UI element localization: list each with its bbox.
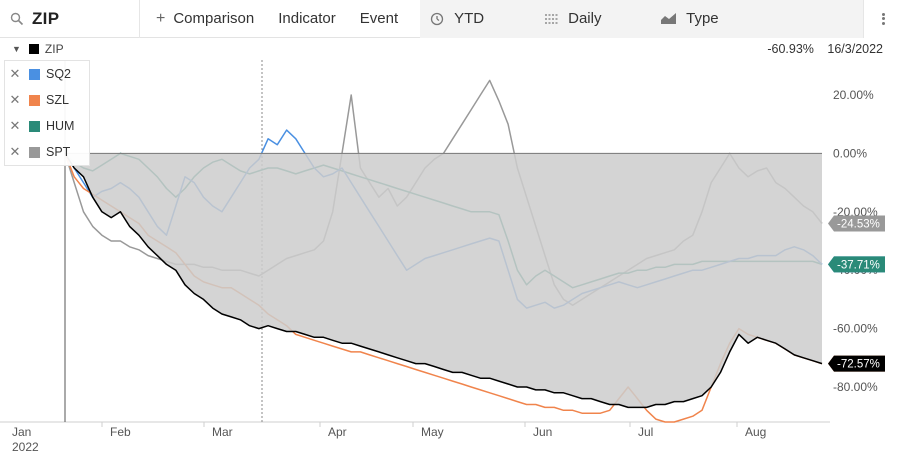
remove-spt-icon[interactable]: ✕ xyxy=(9,144,21,159)
legend-label: SZL xyxy=(46,93,69,107)
main-series-info: ▼ ZIP -60.93% 16/3/2022 xyxy=(0,38,903,60)
interval-label: Daily xyxy=(568,10,602,27)
crosshair-readout: -60.93% 16/3/2022 xyxy=(757,42,883,56)
value-tag-text: -37.71% xyxy=(837,259,880,271)
x-tick-label: Jan xyxy=(12,425,31,439)
area-chart-icon xyxy=(661,13,677,24)
series-line-zip[interactable] xyxy=(64,153,823,409)
x-tick-label: Apr xyxy=(328,425,347,439)
event-label: Event xyxy=(359,10,399,27)
value-tag-bg xyxy=(828,355,885,372)
value-tag-hum: -37.71% xyxy=(828,256,885,273)
range-button[interactable]: YTD xyxy=(420,0,532,38)
interval-icon xyxy=(545,13,559,24)
more-options-button[interactable] xyxy=(863,0,903,38)
legend-swatch xyxy=(29,94,40,106)
chart-toolbar: ZIP + Comparison Indicator Event YTD Dai… xyxy=(0,0,903,38)
main-series-swatch xyxy=(28,44,39,54)
legend-swatch xyxy=(29,68,40,80)
legend-label: SQ2 xyxy=(46,67,72,81)
clock-icon xyxy=(430,12,444,25)
collapse-caret-icon[interactable]: ▼ xyxy=(12,44,21,54)
legend-swatch xyxy=(29,120,40,132)
x-tick-year-label: 2022 xyxy=(12,440,39,454)
x-tick-label: Aug xyxy=(745,425,766,439)
legend-swatch xyxy=(29,146,40,158)
x-tick-label: May xyxy=(421,425,444,439)
remove-hum-icon[interactable]: ✕ xyxy=(9,118,21,133)
remove-sq2-icon[interactable]: ✕ xyxy=(9,66,21,81)
value-tag-spt: -24.53% xyxy=(828,215,885,232)
value-tag-text: -24.53% xyxy=(837,218,880,230)
y-tick-label: -60.00% xyxy=(833,322,878,336)
x-tick-label: Jul xyxy=(638,425,653,439)
value-tag-bg xyxy=(828,256,885,273)
search-icon xyxy=(10,12,24,25)
chart-canvas[interactable]: 20.00%0.00%-20.00%-40.00%-60.00%-80.00%-… xyxy=(0,60,903,461)
chart-type-button[interactable]: Type xyxy=(648,0,731,38)
kebab-icon xyxy=(882,11,885,26)
readout-date: 16/3/2022 xyxy=(827,42,883,56)
range-label: YTD xyxy=(454,10,485,27)
value-tag-text: -72.57% xyxy=(837,359,880,371)
symbol-input-value[interactable]: ZIP xyxy=(32,8,60,28)
legend-item-spt: ✕ SPT xyxy=(5,139,89,165)
event-button[interactable]: Event xyxy=(348,0,420,38)
legend-item-hum: ✕ HUM xyxy=(5,113,89,139)
y-tick-label: 20.00% xyxy=(833,88,874,102)
zip-area-fill xyxy=(65,153,822,408)
toolbar-options: YTD Daily Type xyxy=(420,0,903,38)
comparison-label: Comparison xyxy=(173,10,255,27)
remove-szl-icon[interactable]: ✕ xyxy=(9,92,21,107)
y-tick-label: -20.00% xyxy=(833,205,878,219)
x-tick-label: Mar xyxy=(212,425,233,439)
indicator-button[interactable]: Indicator xyxy=(266,0,348,38)
x-tick-label: Feb xyxy=(110,425,131,439)
y-tick-label: 0.00% xyxy=(833,146,867,160)
chart-type-label: Type xyxy=(686,10,719,27)
legend-label: SPT xyxy=(46,145,71,159)
value-tag-zip: -72.57% xyxy=(828,355,885,372)
comparison-button[interactable]: + Comparison xyxy=(140,0,266,38)
y-tick-label: -80.00% xyxy=(833,380,878,394)
main-series-name: ZIP xyxy=(44,42,64,56)
change-value: -60.93% xyxy=(767,42,814,56)
symbol-search[interactable]: ZIP xyxy=(0,0,140,38)
legend-item-szl: ✕ SZL xyxy=(5,87,89,113)
legend-label: HUM xyxy=(46,119,75,133)
value-tag-bg xyxy=(828,215,885,232)
interval-button[interactable]: Daily xyxy=(532,0,648,38)
comparison-legend: ✕ SQ2 ✕ SZL ✕ HUM ✕ SPT xyxy=(4,60,90,166)
indicator-label: Indicator xyxy=(278,10,336,27)
legend-item-sq2: ✕ SQ2 xyxy=(5,61,89,87)
plus-icon: + xyxy=(156,9,166,27)
x-tick-label: Jun xyxy=(533,425,552,439)
price-chart[interactable]: 20.00%0.00%-20.00%-40.00%-60.00%-80.00%-… xyxy=(0,60,903,461)
